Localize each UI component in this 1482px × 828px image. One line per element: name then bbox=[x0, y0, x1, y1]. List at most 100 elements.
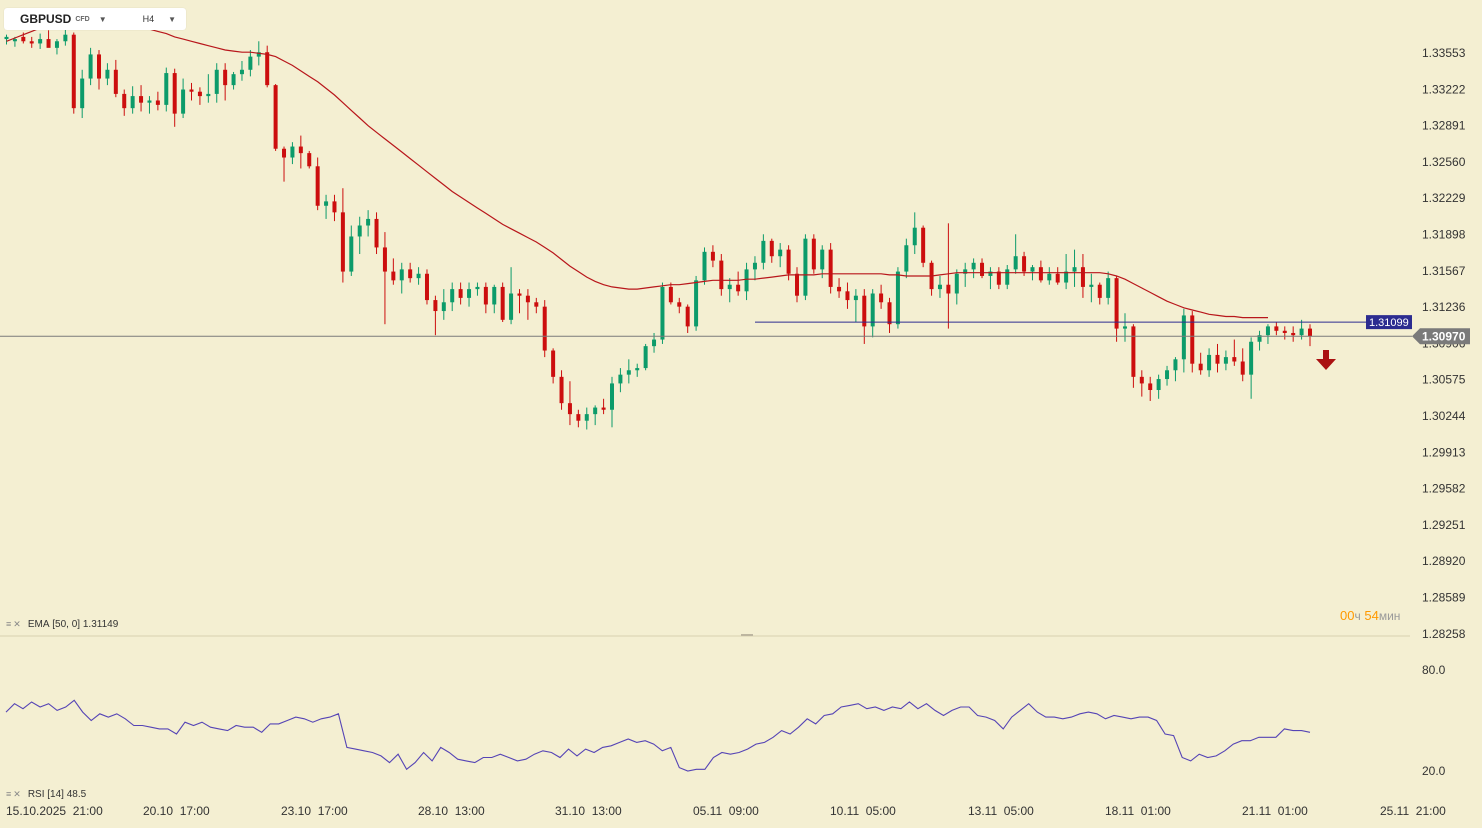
candle-body bbox=[525, 295, 530, 303]
y-tick-label: 1.32891 bbox=[1422, 119, 1466, 133]
candle bbox=[584, 407, 589, 430]
candle-body bbox=[1022, 256, 1027, 272]
candle bbox=[248, 50, 253, 77]
candle-body bbox=[324, 201, 329, 206]
rsi-label: RSI bbox=[27, 789, 45, 800]
last-price-label-bg bbox=[1412, 328, 1470, 345]
candle bbox=[1165, 365, 1170, 386]
candle bbox=[811, 234, 816, 274]
candle bbox=[441, 289, 446, 320]
candle-body bbox=[290, 146, 295, 158]
candle-body bbox=[652, 339, 657, 347]
candle bbox=[509, 267, 514, 325]
candle-body bbox=[811, 238, 816, 270]
candle-body bbox=[54, 41, 59, 48]
candle-body bbox=[21, 36, 26, 42]
candle bbox=[769, 238, 774, 263]
candle-body bbox=[71, 34, 76, 109]
x-tick-label: 25.11 21:00 bbox=[1380, 804, 1446, 818]
candle-body bbox=[921, 227, 926, 263]
candle-body bbox=[357, 225, 362, 237]
candle-body bbox=[12, 39, 17, 42]
candle bbox=[475, 282, 480, 296]
candle-body bbox=[1291, 332, 1296, 336]
candle-body bbox=[382, 247, 387, 272]
candle-body bbox=[879, 293, 884, 303]
candle-body bbox=[492, 286, 497, 305]
candle bbox=[298, 135, 303, 169]
candle-body bbox=[551, 350, 556, 377]
candle-body bbox=[668, 286, 673, 303]
candle-body bbox=[1139, 376, 1144, 384]
candle bbox=[80, 69, 85, 119]
candle-body bbox=[1148, 383, 1153, 391]
ema-settings-icon[interactable]: ≡ ✕ bbox=[6, 619, 21, 629]
y-tick-label: 1.32229 bbox=[1422, 191, 1466, 205]
candle-body bbox=[1114, 278, 1119, 329]
candle bbox=[54, 39, 59, 55]
candle-body bbox=[155, 100, 160, 105]
candle bbox=[1181, 308, 1186, 373]
candle-body bbox=[1308, 328, 1312, 337]
ema-value: 1.31149 bbox=[82, 619, 119, 630]
y-tick-label: 1.28589 bbox=[1422, 591, 1466, 605]
symbol-dropdown-icon[interactable]: ▼ bbox=[98, 14, 107, 24]
y-tick-label: 1.29582 bbox=[1422, 482, 1466, 496]
candle bbox=[1047, 267, 1052, 285]
candle bbox=[677, 297, 682, 314]
candle bbox=[1282, 326, 1287, 340]
candle-body bbox=[946, 284, 951, 294]
candle bbox=[929, 260, 934, 296]
candle bbox=[29, 36, 34, 48]
candle-body bbox=[803, 238, 808, 296]
candle bbox=[853, 289, 858, 323]
candle-body bbox=[954, 273, 959, 294]
symbol-selector[interactable]: GBPUSD CFD ▼ H4 ▼ bbox=[4, 8, 186, 30]
candle-body bbox=[1198, 363, 1203, 371]
candle bbox=[1274, 322, 1279, 336]
candle-body bbox=[1156, 379, 1161, 391]
candle-body bbox=[1030, 267, 1035, 272]
candle-body bbox=[248, 56, 253, 70]
candle bbox=[172, 68, 177, 127]
candle bbox=[1291, 326, 1296, 342]
candle bbox=[1114, 275, 1119, 342]
candle-body bbox=[1223, 357, 1228, 364]
last-price-label: 1.30970 bbox=[1422, 329, 1466, 343]
candle bbox=[97, 50, 102, 90]
candle-body bbox=[374, 218, 379, 248]
y-tick-label: 1.31567 bbox=[1422, 264, 1466, 278]
timeframe-label[interactable]: H4 bbox=[142, 14, 155, 24]
candle bbox=[971, 258, 976, 279]
candle-body bbox=[408, 269, 413, 279]
candle bbox=[795, 267, 800, 303]
candle-body bbox=[416, 273, 421, 279]
candle-body bbox=[1064, 271, 1069, 283]
candle-body bbox=[719, 260, 724, 290]
candle-body bbox=[912, 227, 917, 246]
rsi-legend[interactable]: ≡ ✕ RSI [14] 48.5 bbox=[6, 789, 86, 800]
y-tick-label: 1.31898 bbox=[1422, 228, 1466, 242]
x-tick-label: 13.11 05:00 bbox=[968, 804, 1034, 818]
countdown-minutes-unit: мин bbox=[1378, 609, 1401, 623]
rsi-settings-icon[interactable]: ≡ ✕ bbox=[6, 789, 21, 799]
candle bbox=[290, 142, 295, 165]
timeframe-dropdown-icon[interactable]: ▼ bbox=[168, 14, 177, 24]
candle bbox=[576, 409, 581, 428]
candle-body bbox=[130, 96, 135, 109]
candle-body bbox=[509, 293, 514, 320]
candle bbox=[828, 243, 833, 294]
candle bbox=[1072, 249, 1077, 287]
y-tick-label: 1.32560 bbox=[1422, 155, 1466, 169]
candle bbox=[105, 63, 110, 86]
candle-body bbox=[660, 286, 665, 340]
candle bbox=[862, 289, 867, 344]
candle-body bbox=[433, 300, 438, 312]
ema-line bbox=[6, 16, 1268, 319]
candle bbox=[1064, 254, 1069, 290]
ema-legend[interactable]: ≡ ✕ EMA [50, 0] 1.31149 bbox=[6, 619, 118, 630]
candle-body bbox=[147, 100, 152, 103]
candle bbox=[980, 258, 985, 279]
candle bbox=[239, 61, 244, 81]
